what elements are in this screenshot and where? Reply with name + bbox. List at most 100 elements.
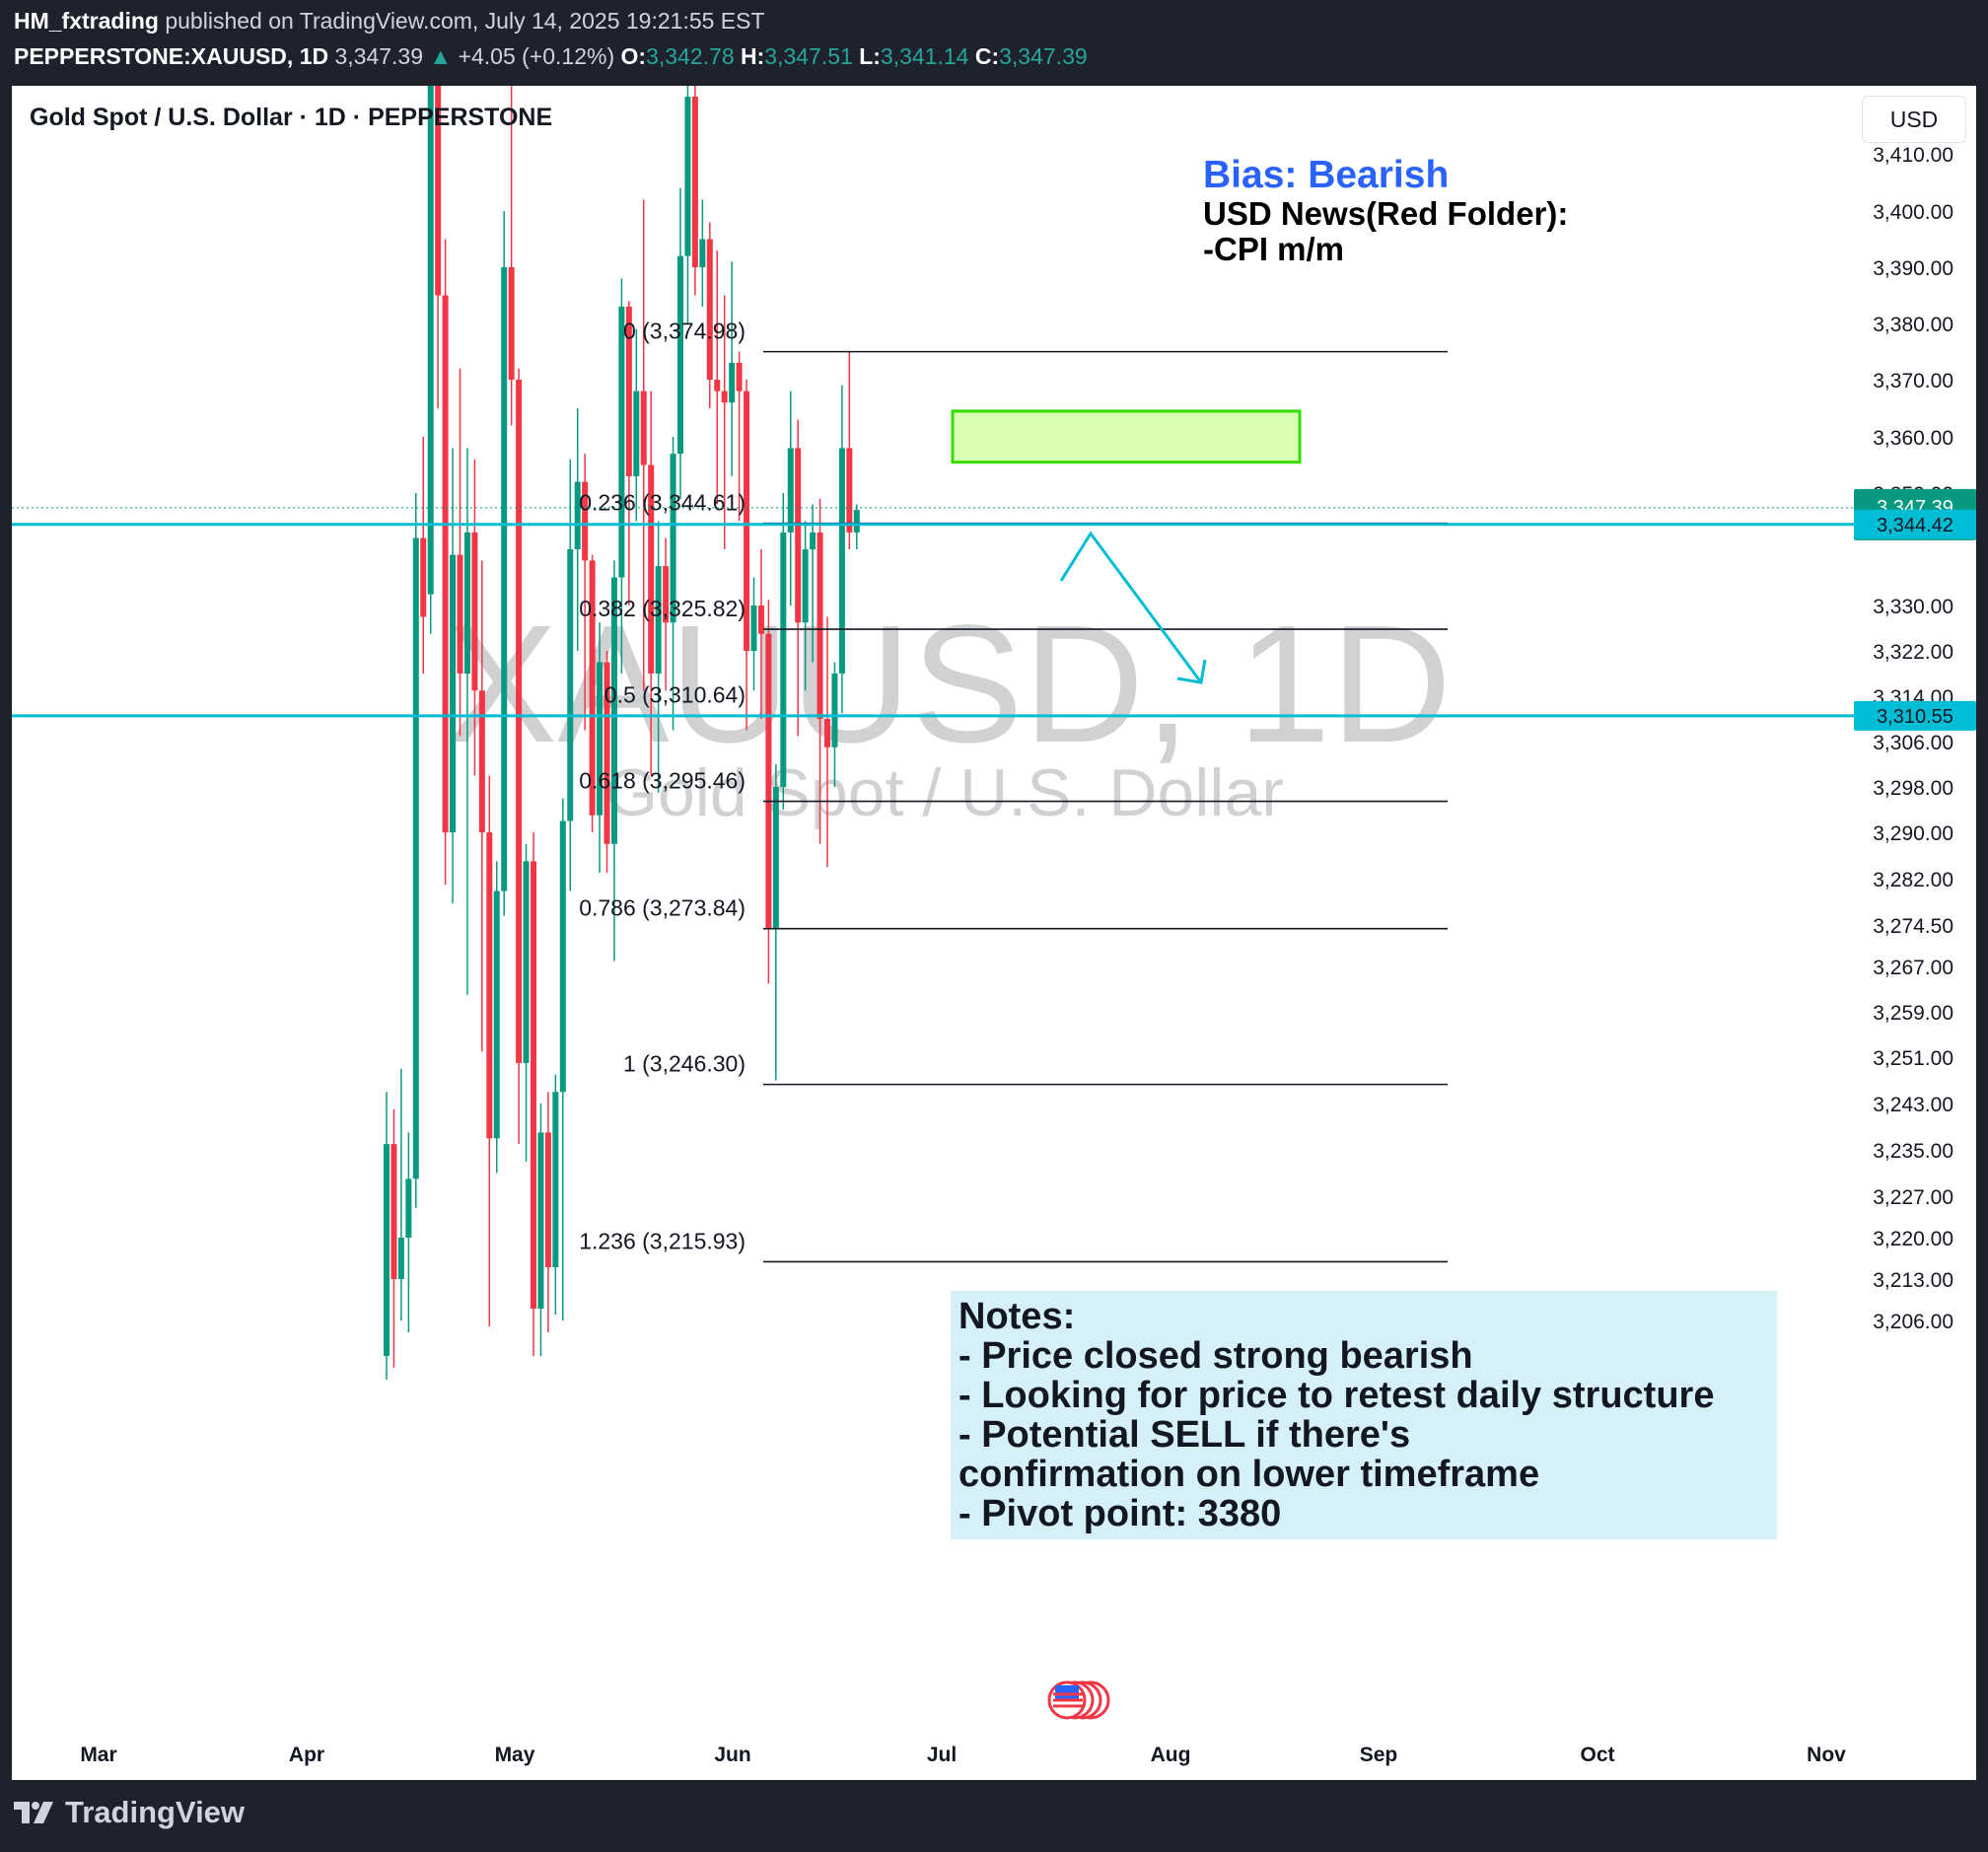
fib-level-label: 0.618 (3,295.46) bbox=[579, 768, 746, 794]
candle-body bbox=[846, 448, 853, 533]
candle-body bbox=[412, 537, 419, 1179]
notes-line: - Looking for price to retest daily stru… bbox=[958, 1375, 1715, 1416]
candle-body bbox=[677, 255, 683, 455]
notes-line: Notes: bbox=[958, 1296, 1076, 1337]
candle-body bbox=[516, 380, 523, 1063]
x-tick-label: Mar bbox=[80, 1744, 116, 1766]
candle-body bbox=[699, 239, 706, 267]
candle-body bbox=[633, 391, 640, 476]
candle-body bbox=[795, 448, 802, 623]
fib-level-label: 0.5 (3,310.64) bbox=[604, 681, 746, 707]
candle-body bbox=[802, 549, 809, 623]
publish-info: HM_fxtrading published on TradingView.co… bbox=[14, 8, 765, 35]
news-text: USD News(Red Folder): bbox=[1203, 195, 1569, 232]
projection-arrow bbox=[1059, 531, 1203, 683]
y-tick-label: 3,330.00 bbox=[1873, 596, 1953, 618]
high-label: H: bbox=[741, 43, 765, 69]
candle-body bbox=[757, 605, 764, 634]
candle-body bbox=[523, 861, 530, 1063]
y-tick-label: 3,267.00 bbox=[1873, 957, 1953, 979]
candle-body bbox=[486, 832, 493, 1139]
candle-body bbox=[435, 86, 442, 296]
notes-line: - Potential SELL if there's bbox=[958, 1414, 1411, 1456]
candle-body bbox=[610, 577, 617, 844]
candle-body bbox=[838, 448, 845, 674]
y-tick-label: 3,306.00 bbox=[1873, 732, 1953, 754]
y-tick-label: 3,290.00 bbox=[1873, 822, 1953, 845]
tradingview-logo[interactable]: TradingView bbox=[14, 1795, 245, 1830]
candle-body bbox=[397, 1238, 404, 1279]
candle-body bbox=[537, 1132, 544, 1309]
candle-body bbox=[772, 787, 779, 928]
x-tick-label: Nov bbox=[1807, 1744, 1846, 1766]
candle-body bbox=[420, 537, 427, 617]
symbol-name: PEPPERSTONE:XAUUSD, 1D bbox=[14, 43, 329, 69]
y-tick-label: 3,390.00 bbox=[1873, 257, 1953, 280]
currency-button[interactable]: USD bbox=[1862, 96, 1966, 143]
candle-body bbox=[810, 532, 816, 549]
candle-body bbox=[853, 510, 860, 533]
up-triangle-icon: ▲ bbox=[429, 43, 453, 69]
candle-body bbox=[706, 239, 713, 380]
candle-body bbox=[597, 662, 604, 816]
close-value: 3,347.39 bbox=[999, 43, 1088, 69]
fib-level-label: 1 (3,246.30) bbox=[623, 1051, 746, 1077]
candle-body bbox=[463, 532, 470, 674]
candle-body bbox=[427, 86, 434, 595]
y-tick-label: 3,243.00 bbox=[1873, 1094, 1953, 1116]
fib-level-label: 0.786 (3,273.84) bbox=[579, 895, 746, 921]
arrow-head-icon bbox=[1176, 659, 1207, 684]
y-tick-label: 3,259.00 bbox=[1873, 1002, 1953, 1025]
candle-body bbox=[471, 532, 478, 691]
low-value: 3,341.14 bbox=[880, 43, 969, 69]
tradingview-logo-icon bbox=[14, 1802, 53, 1823]
x-tick-label: Jul bbox=[927, 1744, 957, 1766]
x-tick-label: Sep bbox=[1360, 1744, 1398, 1766]
candle-body bbox=[729, 362, 736, 403]
us-flag-canton bbox=[1055, 1685, 1079, 1699]
candle-body bbox=[714, 380, 721, 392]
y-tick-label: 3,213.00 bbox=[1873, 1269, 1953, 1292]
x-tick-label: Aug bbox=[1151, 1744, 1191, 1766]
candle-body bbox=[531, 861, 536, 1309]
candle-body bbox=[648, 464, 655, 674]
candle-body bbox=[640, 391, 647, 465]
y-tick-label: 3,370.00 bbox=[1873, 370, 1953, 392]
y-tick-label: 3,227.00 bbox=[1873, 1186, 1953, 1209]
chart-title: Gold Spot / U.S. Dollar · 1D · PEPPERSTO… bbox=[30, 104, 553, 131]
y-tick-label: 3,235.00 bbox=[1873, 1140, 1953, 1163]
candle-body bbox=[582, 481, 589, 561]
candle-body bbox=[625, 306, 632, 476]
candle-body bbox=[390, 1144, 397, 1279]
y-tick-label: 3,220.00 bbox=[1873, 1228, 1953, 1250]
x-tick-label: Apr bbox=[289, 1744, 324, 1766]
fib-level-label: 1.236 (3,215.93) bbox=[579, 1228, 746, 1253]
candle-body bbox=[736, 362, 743, 392]
candle-body bbox=[787, 448, 794, 533]
price-label-box bbox=[1854, 700, 1976, 731]
candle-body bbox=[831, 674, 838, 748]
candle-body bbox=[450, 554, 457, 832]
candle-body bbox=[663, 566, 670, 623]
y-tick-label: 3,410.00 bbox=[1873, 144, 1953, 167]
candle-body bbox=[384, 1144, 390, 1356]
candle-body bbox=[618, 306, 625, 578]
price-label-level: 3,344.42 bbox=[1877, 515, 1953, 536]
price-label-box bbox=[1854, 509, 1976, 539]
last-price: 3,347.39 bbox=[334, 43, 424, 69]
candle-body bbox=[684, 97, 691, 256]
candle-body bbox=[750, 605, 757, 651]
candle-body bbox=[478, 690, 485, 832]
notes-box: Notes: - Price closed strong bearish - L… bbox=[951, 1291, 1777, 1539]
author-name: HM_fxtrading bbox=[14, 8, 159, 34]
y-tick-label: 3,206.00 bbox=[1873, 1311, 1953, 1333]
fib-level-label: 0.382 (3,325.82) bbox=[579, 596, 746, 621]
candle-body bbox=[559, 820, 566, 1093]
chart-panel[interactable]: XAUUSD, 1D Gold Spot / U.S. Dollar 0 (3,37… bbox=[12, 86, 1976, 1780]
candle-body bbox=[574, 481, 581, 549]
y-tick-label: 3,322.00 bbox=[1873, 641, 1953, 664]
candle-body bbox=[744, 391, 750, 651]
x-tick-label: Jun bbox=[714, 1744, 750, 1766]
candle-body bbox=[567, 549, 574, 821]
